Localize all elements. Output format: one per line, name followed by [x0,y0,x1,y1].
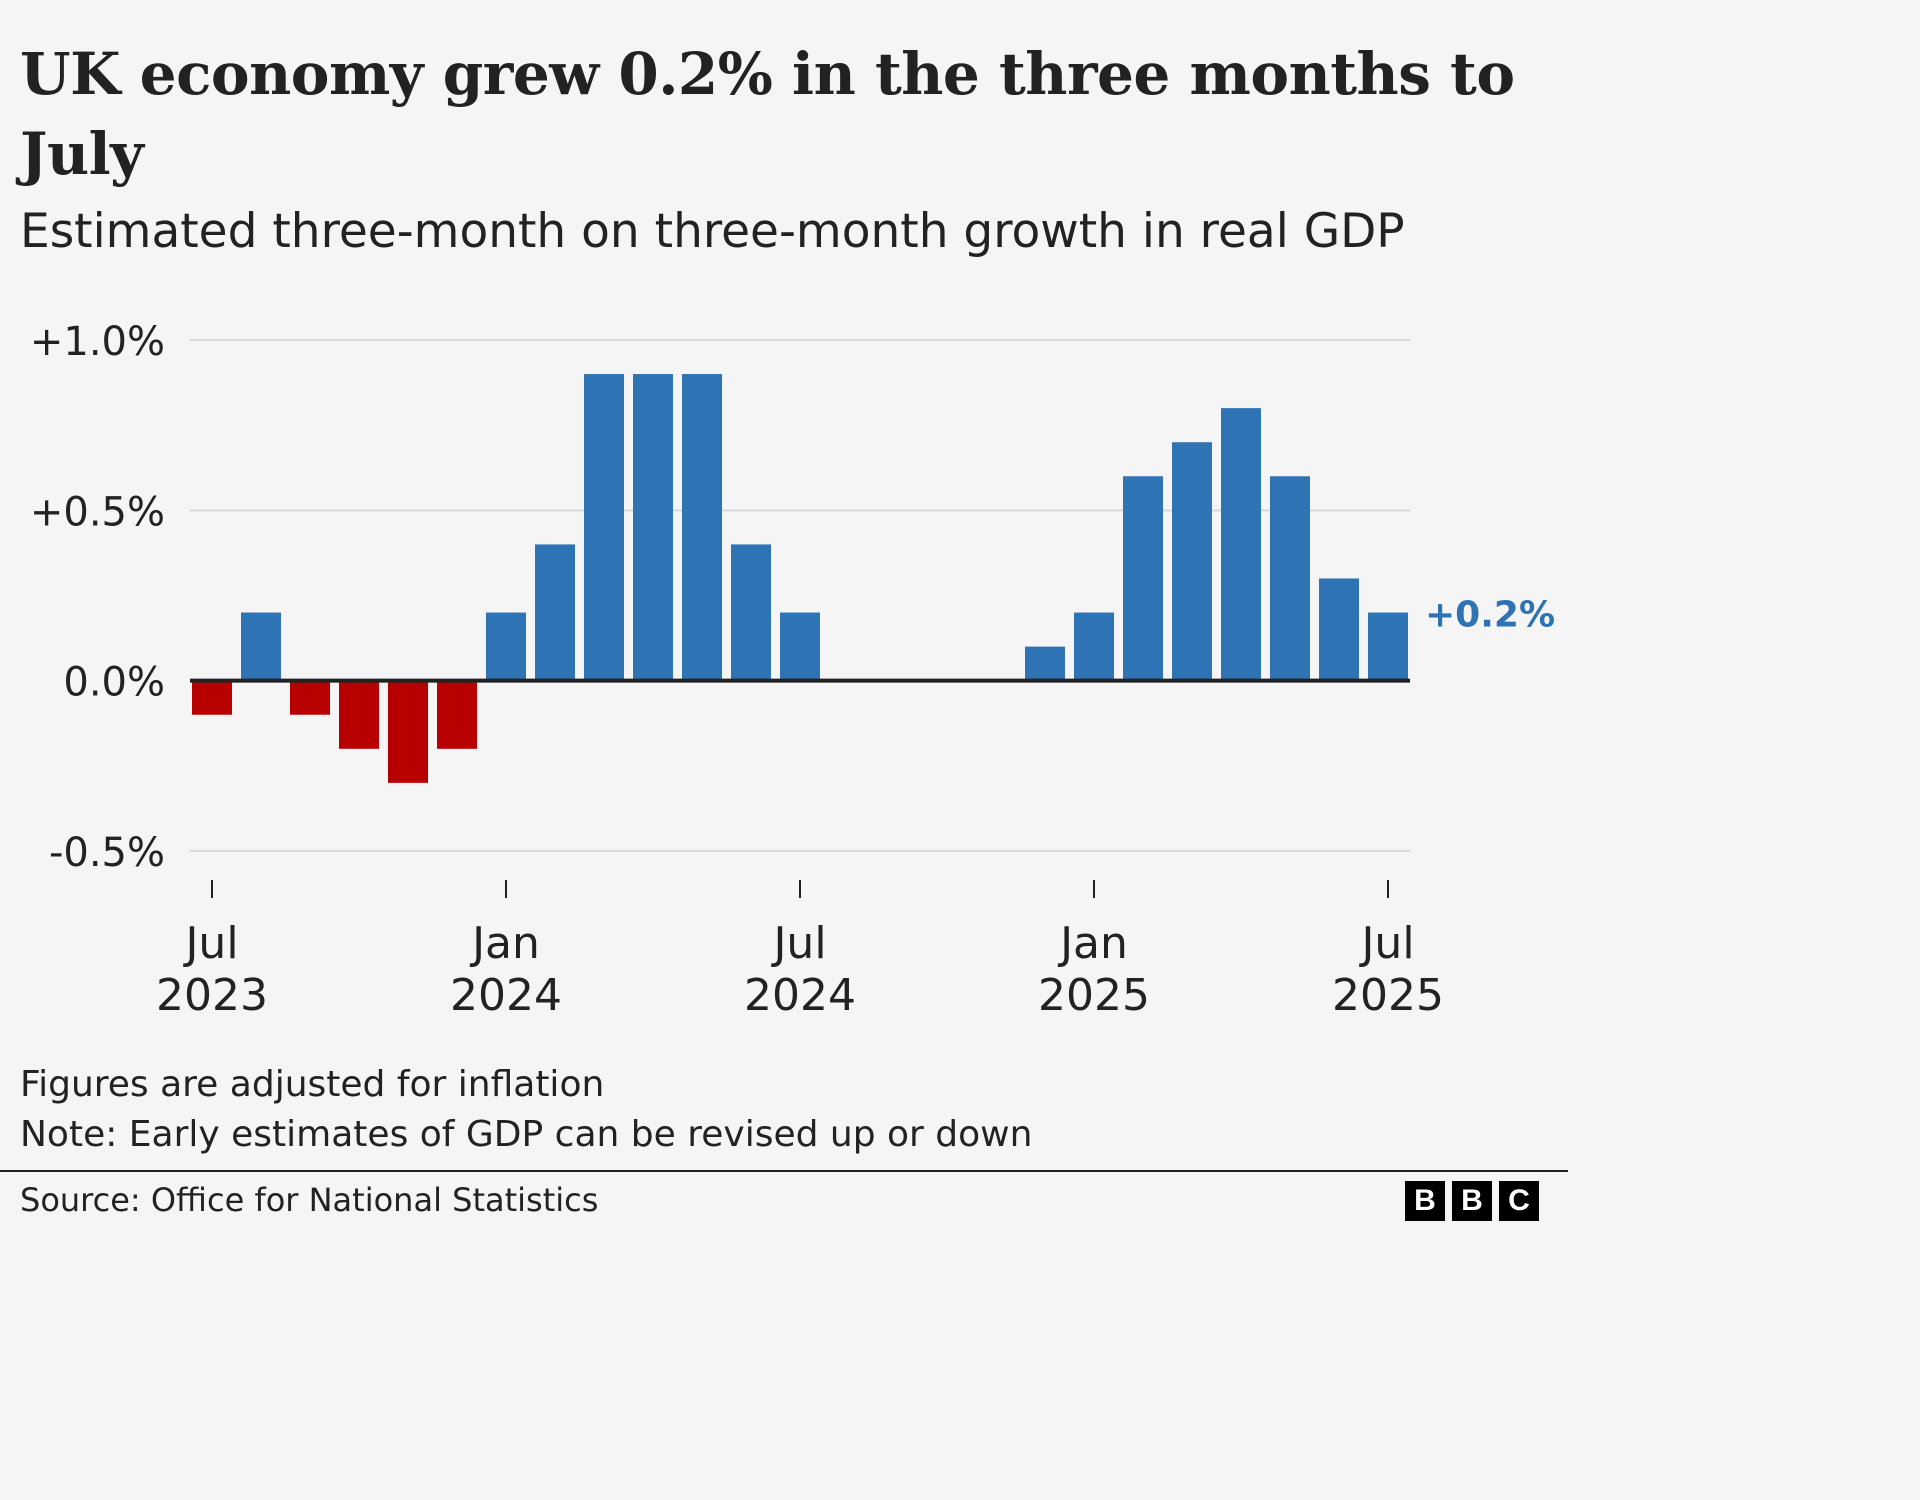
bar [1221,408,1261,681]
x-tick-label-year: 2023 [156,970,268,1021]
bar [1074,612,1114,681]
bar [633,374,673,681]
bar [1368,612,1408,681]
bar [241,612,281,681]
bar [1270,476,1310,681]
annotations: +0.2% [1425,595,1555,636]
source-text: Source: Office for National Statistics [20,1181,599,1219]
y-tick-label: 0.0% [63,660,165,706]
x-tick-label-year: 2024 [450,970,562,1021]
x-tick-label-month: Jul [1358,918,1414,969]
note-revisions: Note: Early estimates of GDP can be revi… [20,1114,1033,1155]
latest-value-label: +0.2% [1425,595,1555,636]
bar [339,680,379,749]
x-tick-label-month: Jan [1057,918,1128,969]
y-axis-labels: +1.0% +0.5% 0.0% -0.5% [30,319,165,876]
bars [192,374,1408,783]
chart-subtitle: Estimated three-month on three-month gro… [20,204,1405,259]
bar [388,680,428,783]
bar [535,544,575,681]
x-tick-label-month: Jul [182,918,238,969]
y-tick-label: -0.5% [49,830,165,876]
x-tick-label-month: Jan [469,918,540,969]
bbc-logo-letter: C [1499,1181,1539,1221]
bar [192,680,232,715]
bar [290,680,330,715]
chart-notes: Figures are adjusted for inflation Note:… [20,1060,1032,1160]
x-tick-label-month: Jul [770,918,826,969]
bbc-logo-letter: B [1405,1181,1445,1221]
y-tick-label: +1.0% [30,319,165,365]
note-inflation: Figures are adjusted for inflation [20,1064,605,1105]
chart-title: UK economy grew 0.2% in the three months… [20,40,1515,188]
x-tick-label-year: 2025 [1038,970,1150,1021]
bar [1172,442,1212,681]
bar-chart: +1.0%+0.5%0.0%-0.5% Jul2023Jan2024Jul202… [30,319,1555,1021]
bar [682,374,722,681]
y-tick-label: +0.5% [30,489,165,535]
bar [1319,578,1359,681]
bbc-logo: B B C [1405,1181,1539,1221]
bar [1123,476,1163,681]
bar [1025,646,1065,681]
bar [584,374,624,681]
x-tick-label-year: 2025 [1332,970,1444,1021]
footer-divider [0,1170,1568,1172]
bar [731,544,771,681]
bar [437,680,477,749]
bar [780,612,820,681]
x-tick-label-year: 2024 [744,970,856,1021]
bar [486,612,526,681]
bbc-logo-letter: B [1452,1181,1492,1221]
